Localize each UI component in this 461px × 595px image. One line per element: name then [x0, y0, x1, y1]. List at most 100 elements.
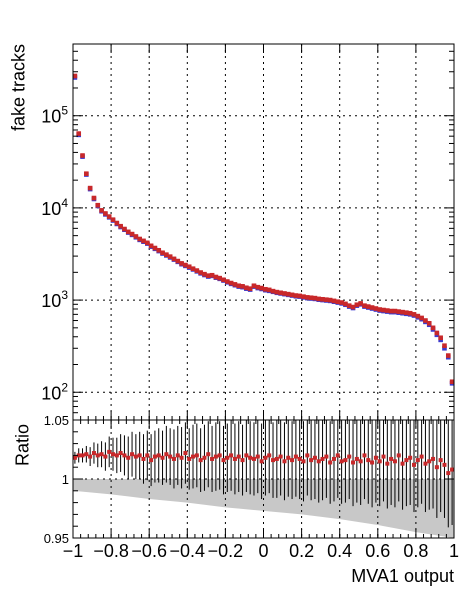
main-data-point — [129, 231, 135, 237]
main-data-point — [266, 287, 272, 293]
ratio-data-point — [358, 459, 363, 464]
main-data-point — [164, 252, 169, 257]
ratio-data-point — [221, 458, 226, 463]
main-data-point — [350, 304, 356, 310]
main-data-point — [141, 238, 146, 244]
main-data-point — [400, 309, 405, 315]
main-data-point — [293, 293, 299, 298]
main-data-point — [202, 271, 207, 277]
ratio-data-point — [244, 453, 249, 458]
main-data-point — [125, 229, 131, 235]
main-data-point — [106, 214, 112, 219]
main-data-point — [171, 256, 177, 262]
ratio-data-point — [389, 456, 394, 461]
ratio-xtick-label: −0.2 — [208, 541, 244, 561]
main-data-point — [80, 153, 85, 158]
main-data-point — [346, 303, 352, 308]
ratio-data-point — [442, 462, 447, 467]
main-data-point — [236, 283, 242, 289]
ratio-data-point — [434, 465, 439, 470]
ratio-data-point — [171, 456, 176, 461]
ratio-grid — [73, 420, 454, 538]
ratio-data-point — [312, 455, 317, 460]
main-data-point — [228, 280, 234, 286]
ratio-data-point — [400, 461, 405, 466]
main-data-point — [442, 345, 447, 351]
ratio-data-point — [156, 453, 161, 458]
ratio-data-point — [373, 455, 378, 460]
ratio-data-point — [229, 453, 234, 458]
ratio-data-point — [111, 452, 116, 457]
main-data-point — [396, 309, 402, 314]
ratio-data-point — [366, 458, 371, 463]
ratio-ylabel: Ratio — [12, 424, 32, 466]
ratio-data-point — [309, 458, 314, 463]
main-data-point — [362, 303, 367, 308]
main-data-point — [407, 310, 413, 316]
main-data-point — [438, 335, 443, 341]
ratio-xlabel: MVA1 output — [351, 566, 454, 586]
ratio-data-point — [168, 454, 173, 459]
main-data-point — [449, 379, 455, 385]
ratio-data-point — [255, 454, 260, 459]
ratio-xtick-labels: −1 −0.8 −0.6 −0.4 −0.2 0 0.2 0.4 0.6 0.8 1 — [63, 541, 459, 561]
ratio-data-point — [305, 453, 310, 458]
ratio-data-point — [324, 454, 329, 459]
main-data-point — [385, 308, 390, 313]
main-data-point — [225, 279, 230, 284]
main-data-point — [110, 217, 116, 222]
main-points — [72, 73, 455, 386]
ratio-data-point — [351, 460, 356, 465]
main-data-point — [404, 310, 409, 315]
main-data-point — [358, 301, 363, 306]
ratio-data-point — [103, 454, 108, 459]
ratio-ytick-labels: 0.95 1 1.05 — [44, 413, 69, 546]
main-data-point — [240, 284, 245, 289]
main-data-point — [144, 240, 150, 246]
main-data-point — [255, 284, 261, 290]
ratio-data-point — [381, 454, 386, 459]
ratio-data-point — [446, 471, 451, 476]
ratio-data-point — [415, 458, 420, 463]
ratio-data-point — [362, 453, 367, 458]
main-panel: 102 103 104 105 fake tracks — [8, 43, 455, 421]
ratio-data-point — [339, 459, 344, 464]
main-data-point — [179, 261, 184, 266]
main-data-point — [133, 234, 139, 239]
main-data-point — [118, 223, 123, 229]
ratio-data-point — [114, 453, 119, 458]
ratio-data-point — [328, 460, 333, 465]
ratio-data-point — [236, 454, 241, 459]
ratio-xtick-label: 0.4 — [327, 541, 352, 561]
ratio-data-point — [206, 452, 211, 457]
main-data-point — [122, 226, 127, 232]
ratio-data-point — [423, 461, 428, 466]
ratio-data-point — [99, 452, 104, 457]
main-data-point — [324, 297, 329, 302]
main-data-point — [423, 318, 428, 323]
main-data-point — [354, 302, 360, 308]
ratio-data-point — [210, 456, 215, 461]
ratio-data-point — [411, 462, 416, 467]
main-data-point — [430, 325, 436, 331]
ratio-data-point — [107, 449, 112, 454]
main-data-point — [388, 308, 394, 314]
main-data-point — [369, 305, 375, 310]
main-data-point — [205, 273, 211, 278]
ratio-band — [73, 479, 454, 538]
main-data-point — [209, 272, 215, 278]
main-data-point — [76, 131, 82, 136]
ratio-xtick-label: −0.4 — [170, 541, 206, 561]
ratio-xtick-label: −0.8 — [93, 541, 129, 561]
main-ytick-labels: 102 103 104 105 — [41, 104, 68, 404]
main-data-point — [84, 171, 89, 176]
ratio-data-point — [76, 453, 81, 458]
ratio-data-point — [141, 456, 146, 461]
main-data-point — [316, 296, 322, 302]
main-data-point — [415, 313, 421, 319]
ratio-xtick-label: 0.2 — [289, 541, 314, 561]
main-data-point — [148, 243, 154, 249]
ratio-data-point — [130, 452, 135, 457]
main-data-point — [285, 291, 291, 297]
